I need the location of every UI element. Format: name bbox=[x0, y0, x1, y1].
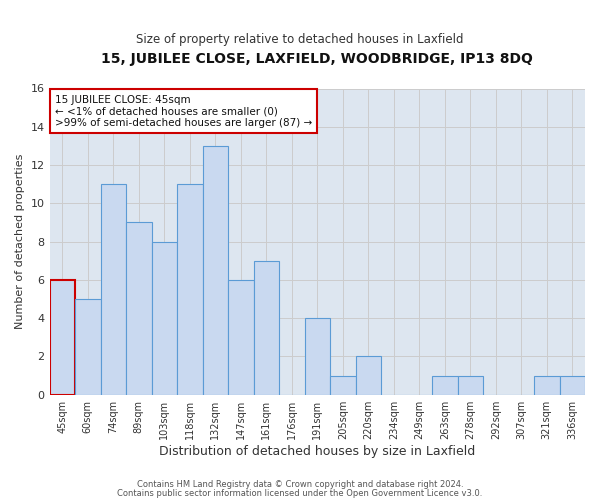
Text: 15 JUBILEE CLOSE: 45sqm
← <1% of detached houses are smaller (0)
>99% of semi-de: 15 JUBILEE CLOSE: 45sqm ← <1% of detache… bbox=[55, 94, 312, 128]
Bar bbox=[560, 376, 585, 394]
Text: Contains HM Land Registry data © Crown copyright and database right 2024.: Contains HM Land Registry data © Crown c… bbox=[137, 480, 463, 489]
Text: Size of property relative to detached houses in Laxfield: Size of property relative to detached ho… bbox=[136, 32, 464, 46]
Bar bbox=[458, 376, 483, 394]
Bar bbox=[152, 242, 177, 394]
Bar bbox=[305, 318, 330, 394]
X-axis label: Distribution of detached houses by size in Laxfield: Distribution of detached houses by size … bbox=[159, 444, 475, 458]
Bar bbox=[228, 280, 254, 394]
Bar bbox=[254, 260, 279, 394]
Bar bbox=[50, 280, 75, 394]
Bar bbox=[101, 184, 126, 394]
Bar bbox=[330, 376, 356, 394]
Title: 15, JUBILEE CLOSE, LAXFIELD, WOODBRIDGE, IP13 8DQ: 15, JUBILEE CLOSE, LAXFIELD, WOODBRIDGE,… bbox=[101, 52, 533, 66]
Bar bbox=[203, 146, 228, 394]
Bar bbox=[75, 299, 101, 394]
Bar bbox=[126, 222, 152, 394]
Bar bbox=[534, 376, 560, 394]
Y-axis label: Number of detached properties: Number of detached properties bbox=[15, 154, 25, 330]
Bar bbox=[356, 356, 381, 395]
Bar bbox=[177, 184, 203, 394]
Bar bbox=[432, 376, 458, 394]
Text: Contains public sector information licensed under the Open Government Licence v3: Contains public sector information licen… bbox=[118, 488, 482, 498]
